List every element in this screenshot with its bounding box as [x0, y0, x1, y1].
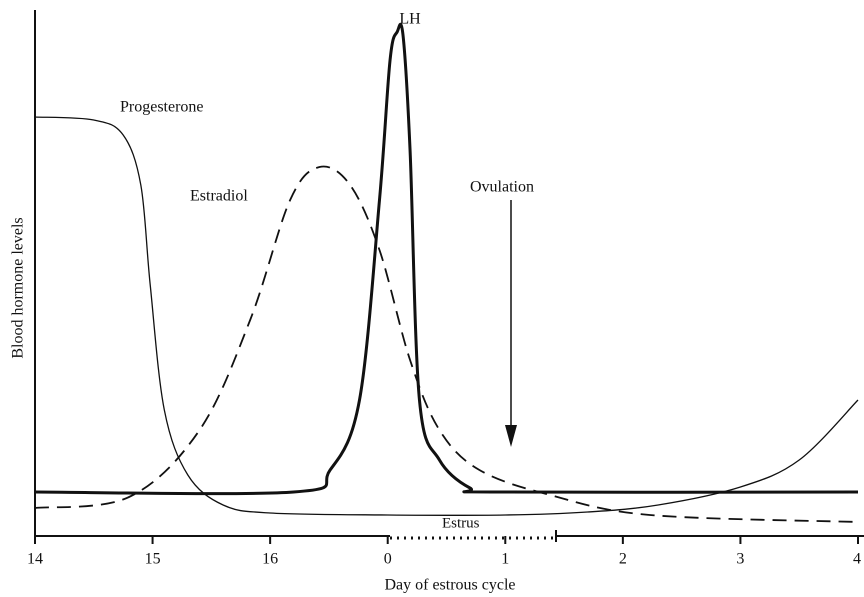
series-line: [34, 116, 859, 516]
x-tick-label: 3: [736, 551, 744, 568]
series-label: LH: [399, 11, 421, 28]
annotation: Ovulation: [470, 179, 534, 196]
series-line: [34, 22, 859, 496]
x-tick-label: 1: [501, 551, 509, 568]
x-tick-label: 2: [619, 551, 627, 568]
y-axis-label: Blood hormone levels: [10, 217, 27, 358]
x-axis-label: Day of estrous cycle: [384, 577, 515, 594]
x-tick-label: 15: [145, 551, 161, 568]
x-tick-label: 14: [27, 551, 43, 568]
x-tick-label: 0: [384, 551, 392, 568]
series-label: Progesterone: [120, 99, 204, 116]
ovulation-arrowhead: [505, 425, 517, 447]
x-tick-label: 16: [262, 551, 278, 568]
annotation: Estrus: [442, 515, 480, 531]
series-label: Estradiol: [190, 188, 248, 205]
x-tick-label: 4: [853, 551, 861, 568]
series-line: [34, 165, 859, 523]
